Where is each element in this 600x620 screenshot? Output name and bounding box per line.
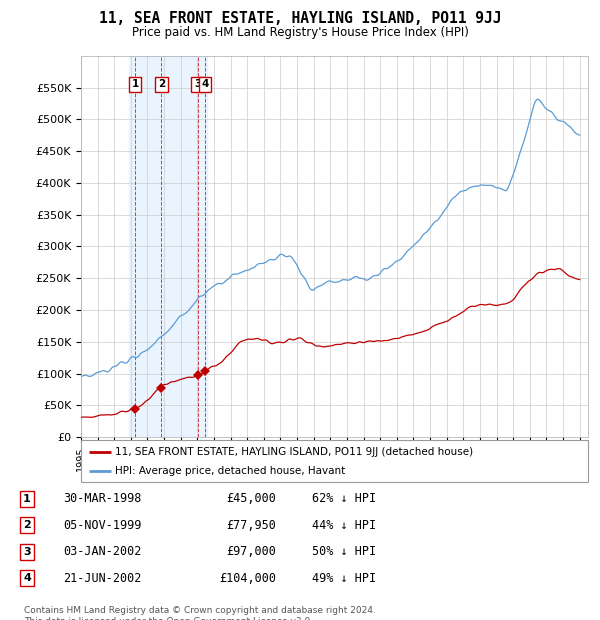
FancyBboxPatch shape [81,440,588,482]
Text: 62% ↓ HPI: 62% ↓ HPI [312,492,376,505]
Text: 50% ↓ HPI: 50% ↓ HPI [312,545,376,558]
Text: 05-NOV-1999: 05-NOV-1999 [63,519,142,532]
Text: 49% ↓ HPI: 49% ↓ HPI [312,572,376,585]
Text: 03-JAN-2002: 03-JAN-2002 [63,545,142,558]
Text: £97,000: £97,000 [226,545,276,558]
Text: £77,950: £77,950 [226,519,276,532]
Text: 4: 4 [202,79,209,89]
Text: 1: 1 [23,494,31,503]
Text: £45,000: £45,000 [226,492,276,505]
Text: 21-JUN-2002: 21-JUN-2002 [63,572,142,585]
Text: 4: 4 [23,574,31,583]
Text: HPI: Average price, detached house, Havant: HPI: Average price, detached house, Hava… [115,466,346,476]
Text: 11, SEA FRONT ESTATE, HAYLING ISLAND, PO11 9JJ (detached house): 11, SEA FRONT ESTATE, HAYLING ISLAND, PO… [115,446,473,456]
Text: Contains HM Land Registry data © Crown copyright and database right 2024.
This d: Contains HM Land Registry data © Crown c… [24,606,376,620]
Text: 2: 2 [23,520,31,530]
Text: 3: 3 [194,79,201,89]
Text: 30-MAR-1998: 30-MAR-1998 [63,492,142,505]
Text: 44% ↓ HPI: 44% ↓ HPI [312,519,376,532]
Text: Price paid vs. HM Land Registry's House Price Index (HPI): Price paid vs. HM Land Registry's House … [131,26,469,39]
Text: £104,000: £104,000 [219,572,276,585]
Bar [129,56,208,437]
Text: 3: 3 [23,547,31,557]
Text: 2: 2 [158,79,165,89]
Text: 1: 1 [131,79,139,89]
Text: 11, SEA FRONT ESTATE, HAYLING ISLAND, PO11 9JJ: 11, SEA FRONT ESTATE, HAYLING ISLAND, PO… [99,11,501,25]
